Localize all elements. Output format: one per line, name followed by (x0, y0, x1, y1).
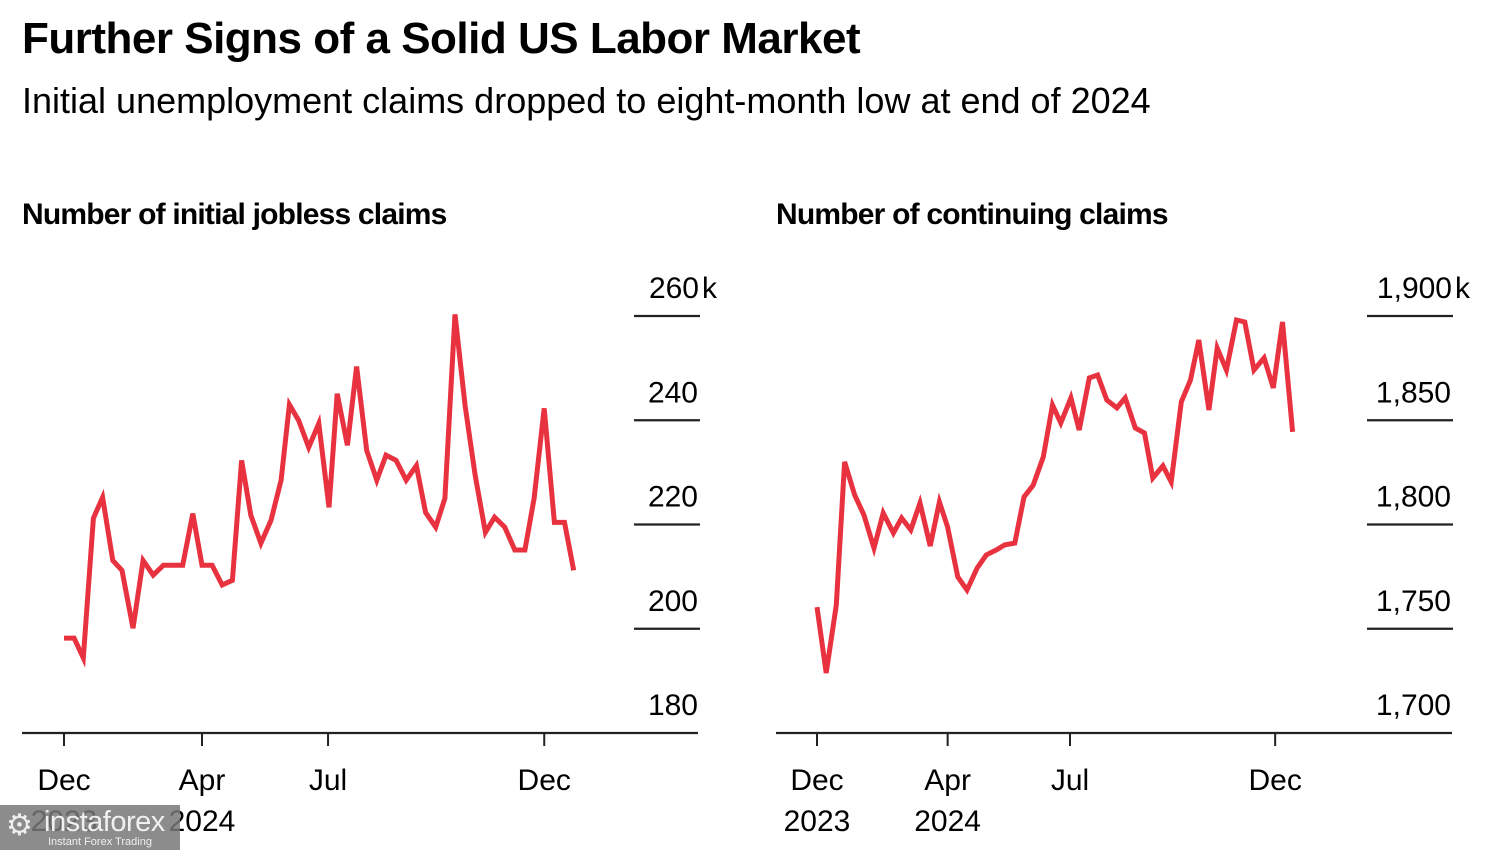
y-tick-label: 180 (648, 689, 698, 722)
y-tick-unit: k (1455, 272, 1471, 305)
x-tick-label: Jul (309, 764, 347, 797)
panel-title-initial-claims: Number of initial jobless claims (22, 198, 447, 231)
x-tick-label: Jul (1051, 764, 1089, 797)
watermark-tagline: Instant Forex Trading (48, 836, 152, 848)
x-tick-year-label: 2023 (784, 805, 851, 838)
watermark-brand: instaforex (44, 806, 165, 838)
x-tick-label: Apr (924, 764, 971, 797)
x-tick-year-label: 2024 (914, 805, 981, 838)
y-tick-label: 220 (648, 481, 698, 514)
y-tick-unit: k (702, 272, 718, 305)
y-tick-label: 1,700 (1376, 689, 1451, 722)
x-tick-label: Dec (790, 764, 843, 797)
gear-person-icon: ⚙ (6, 809, 33, 842)
y-tick-label: 1,900 (1377, 272, 1452, 305)
chart-title: Further Signs of a Solid US Labor Market (22, 14, 861, 63)
x-tick-label: Dec (518, 764, 571, 797)
initial-claims-plot: 180200220240260kDec2023Apr2024JulDec (22, 272, 718, 838)
watermark-badge: ⚙ instaforex Instant Forex Trading (0, 805, 180, 850)
chart-subtitle: Initial unemployment claims dropped to e… (22, 80, 1151, 121)
y-tick-label: 1,850 (1376, 376, 1451, 409)
y-tick-label: 260 (649, 272, 699, 305)
x-tick-label: Apr (179, 764, 226, 797)
series-line (64, 314, 577, 668)
y-tick-label: 1,750 (1376, 585, 1451, 618)
x-tick-label: Dec (1248, 764, 1301, 797)
y-tick-label: 200 (648, 585, 698, 618)
y-tick-label: 240 (648, 376, 698, 409)
x-tick-label: Dec (37, 764, 90, 797)
continuing-claims-plot: 1,700 1,750 1,800 1,850 1,900 k Dec 2023 Apr 2024… (776, 272, 1471, 838)
panel-title-continuing-claims: Number of continuing claims (776, 198, 1169, 231)
series-line (814, 316, 1296, 674)
y-tick-label: 1,800 (1376, 481, 1451, 514)
